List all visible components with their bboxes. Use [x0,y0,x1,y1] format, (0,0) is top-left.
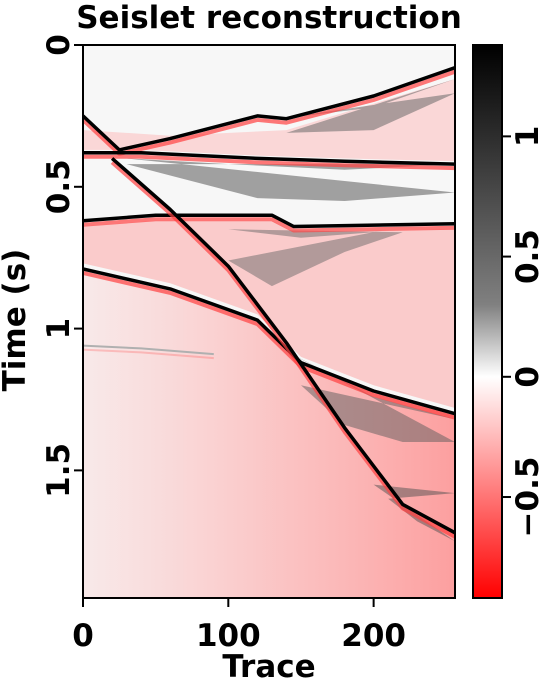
seismic-image [83,66,455,598]
event-3-trace [83,213,455,229]
event-6-red-lobe [83,348,214,360]
y-axis-label: Time (s) [0,249,33,392]
colorbar-ticks: 1 0.5 0 −0.5 [502,126,543,538]
x-tick-label: 100 [196,618,261,654]
y-axis: 0 0.5 1 1.5 [41,34,83,498]
event-2-trace [83,151,455,166]
plot-frame [82,44,456,599]
x-axis-label: Trace [222,649,315,680]
x-axis: 0 100 200 [72,598,406,654]
gray-wedge-middle [228,226,403,287]
gray-wedge-top [257,79,455,133]
event-3-red-lobe [83,217,455,233]
x-tick-label: 200 [341,618,406,654]
colorbar-ramp [472,44,503,599]
event-5-red-lobe [110,160,455,539]
event-4-trace [83,267,455,416]
colorbar-tick-label: 0.5 [510,229,543,284]
event-6-trace [83,344,214,356]
gray-wedge-upper [126,158,455,201]
event-5-trace [110,157,455,535]
y-tick-label: 0 [41,34,77,56]
red-wash-middle [83,220,455,408]
event-4-red-lobe [83,271,455,420]
chart-title: Seislet reconstruction [76,0,462,36]
colorbar-tick-label: 0 [510,366,543,388]
x-tick-label: 0 [72,618,94,654]
event-2-red-lobe [83,154,455,171]
colorbar-tick-label: −0.5 [510,457,543,538]
event-1-trace [83,66,455,152]
plot-area [82,44,456,599]
y-tick-label: 1 [41,318,77,340]
y-tick-label: 0.5 [41,159,77,214]
colorbar-tick-label: 1 [510,126,543,148]
y-tick-label: 1.5 [41,443,77,498]
colorbar: 1 0.5 0 −0.5 [472,44,543,599]
